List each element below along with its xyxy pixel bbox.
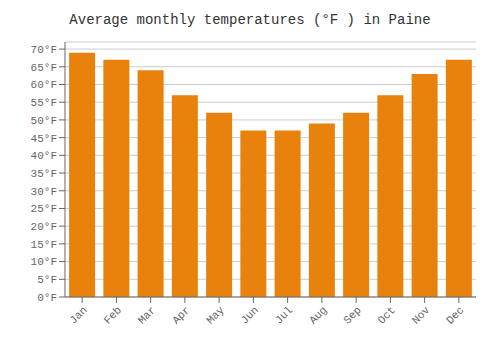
svg-text:30°F: 30°F (31, 186, 57, 198)
svg-text:May: May (204, 304, 227, 327)
svg-text:50°F: 50°F (31, 115, 57, 127)
svg-text:60°F: 60°F (31, 79, 57, 91)
svg-text:15°F: 15°F (31, 239, 57, 251)
svg-text:10°F: 10°F (31, 256, 57, 268)
svg-text:Mar: Mar (136, 304, 158, 326)
svg-text:20°F: 20°F (31, 221, 57, 233)
svg-text:55°F: 55°F (31, 97, 57, 109)
svg-text:25°F: 25°F (31, 203, 57, 215)
svg-text:Feb: Feb (102, 304, 124, 326)
svg-text:5°F: 5°F (37, 274, 57, 286)
svg-text:Jul: Jul (273, 304, 295, 326)
svg-text:45°F: 45°F (31, 133, 57, 145)
svg-text:40°F: 40°F (31, 150, 57, 162)
svg-text:Sep: Sep (341, 304, 363, 326)
svg-text:Jun: Jun (239, 304, 261, 326)
svg-text:65°F: 65°F (31, 62, 57, 74)
svg-text:35°F: 35°F (31, 168, 57, 180)
svg-text:Oct: Oct (376, 304, 398, 326)
svg-text:Dec: Dec (444, 304, 466, 326)
svg-text:70°F: 70°F (31, 44, 57, 56)
svg-text:Apr: Apr (170, 304, 192, 326)
svg-text:0°F: 0°F (37, 292, 57, 304)
svg-text:Aug: Aug (307, 304, 329, 326)
svg-text:Nov: Nov (410, 304, 433, 327)
html-text:Average monthly temperatures (: Average monthly temperatures (°F ) in Pa… (69, 12, 431, 28)
svg-text:Jan: Jan (67, 304, 89, 326)
